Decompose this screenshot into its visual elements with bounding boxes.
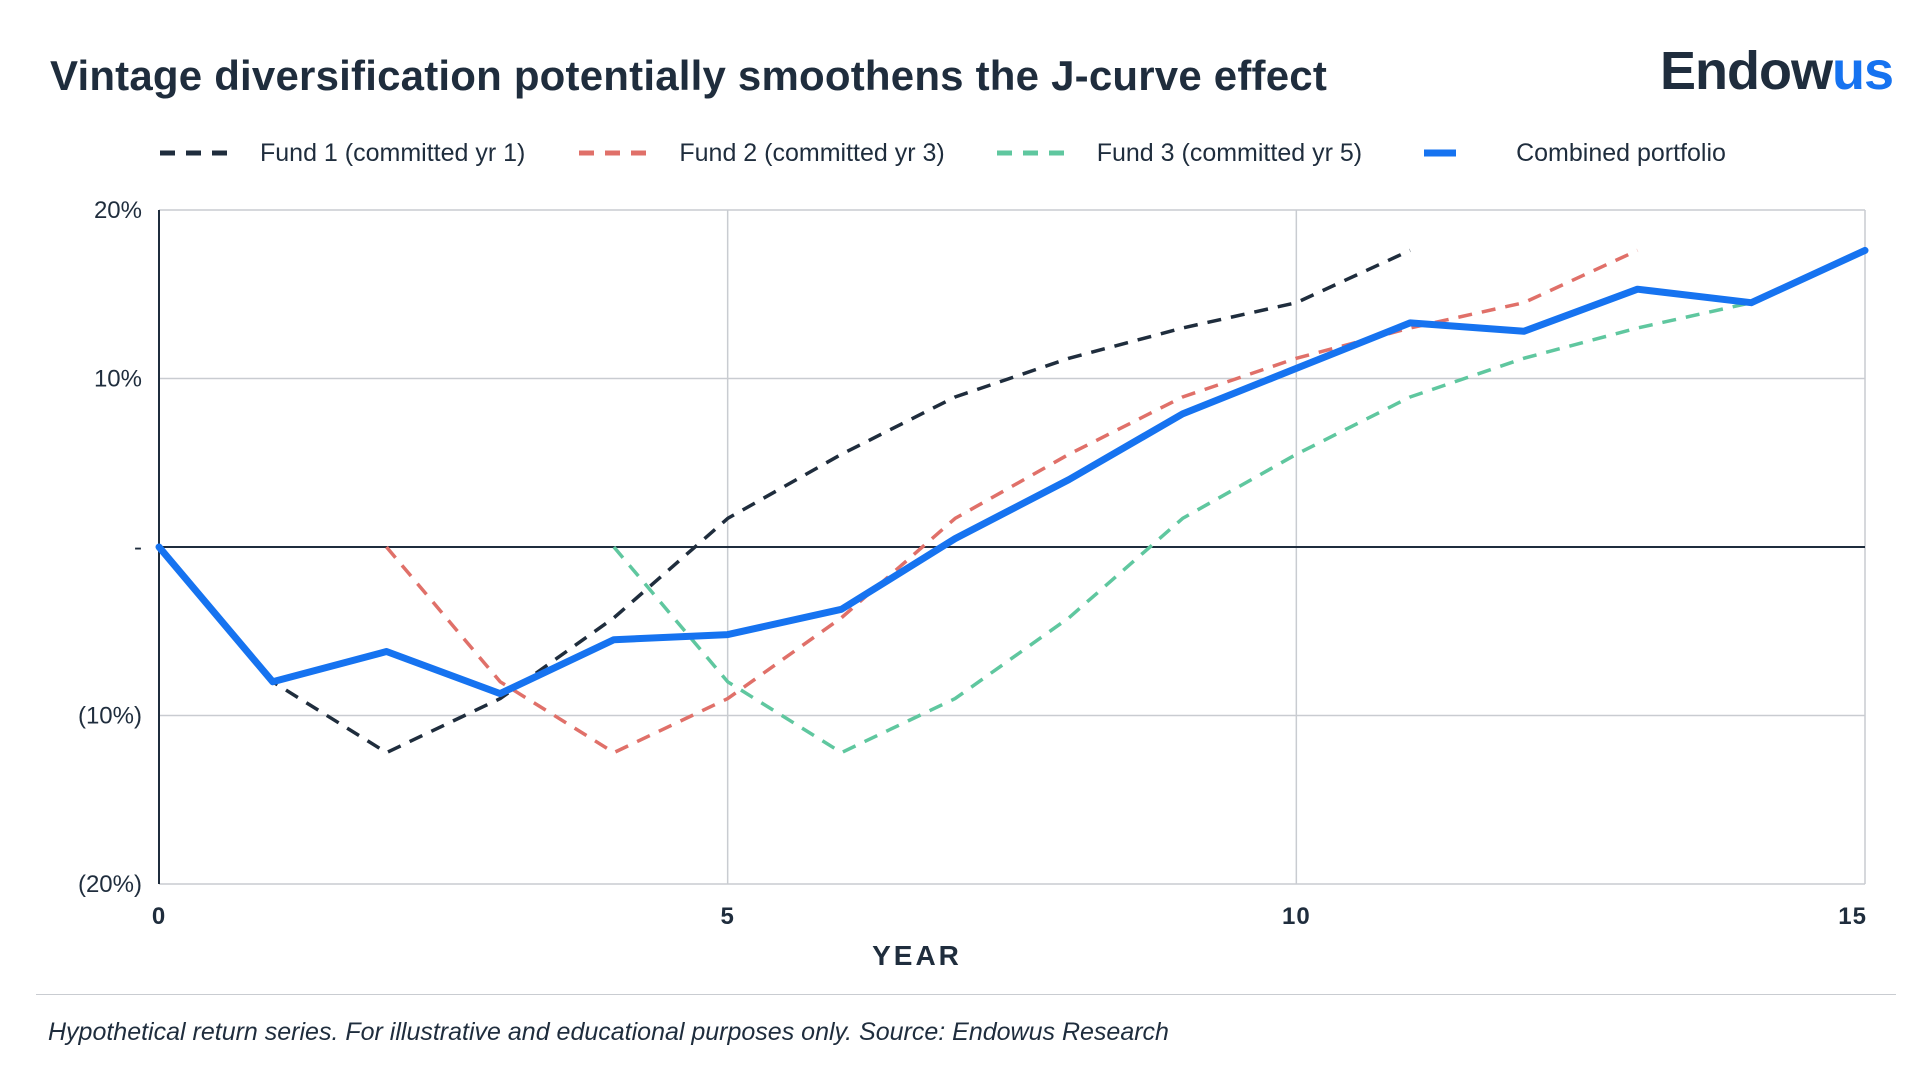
line-chart: 20% 10% - (10%) (20%) 0 5 10 15 YEAR: [78, 197, 1869, 971]
endowus-logo: Endowus: [1660, 40, 1894, 102]
y-tick-label: (10%): [78, 703, 142, 730]
legend-item-fund-2: Fund 2 (committed yr 3): [579, 138, 945, 168]
legend-item-fund-3: Fund 3 (committed yr 5): [996, 138, 1363, 168]
legend-label-fund-2: Fund 2 (committed yr 3): [679, 138, 945, 167]
y-tick-label: 20%: [94, 197, 142, 224]
y-tick-label: 10%: [94, 366, 142, 393]
series-line-1: [157, 248, 1411, 755]
x-tick-label: 15: [1838, 903, 1867, 930]
x-axis-title: YEAR: [872, 940, 962, 971]
legend-label-fund-3: Fund 3 (committed yr 5): [1096, 138, 1363, 167]
logo-text-us: us: [1831, 41, 1894, 101]
y-tick-label: (20%): [78, 871, 142, 898]
series-line-4: [155, 246, 1869, 698]
footer-divider: [36, 994, 1896, 995]
chart-title: Vintage diversification potentially smoo…: [50, 52, 1328, 99]
legend-swatch-fund-1: [160, 150, 238, 156]
chart-legend: Fund 1 (committed yr 1) Fund 2 (committe…: [160, 136, 1780, 170]
footnote: Hypothetical return series. For illustra…: [48, 1018, 1169, 1046]
x-tick-label: 0: [152, 903, 166, 930]
y-tick-label: -: [134, 534, 142, 561]
legend-label-combined: Combined portfolio: [1516, 138, 1726, 167]
legend-item-combined: Combined portfolio: [1416, 139, 1726, 168]
series-line-2: [385, 248, 1639, 755]
series-line-3: [612, 300, 1752, 755]
legend-item-fund-1: Fund 1 (committed yr 1): [160, 139, 525, 168]
x-tick-label: 5: [720, 903, 734, 930]
legend-label-fund-1: Fund 1 (committed yr 1): [260, 138, 526, 167]
logo-text-endow: Endow: [1660, 41, 1833, 101]
legend-swatch-fund-3: [996, 150, 1075, 156]
legend-swatch-combined: [1424, 149, 1457, 157]
x-tick-label: 10: [1282, 903, 1311, 930]
legend-swatch-fund-2: [579, 150, 658, 156]
